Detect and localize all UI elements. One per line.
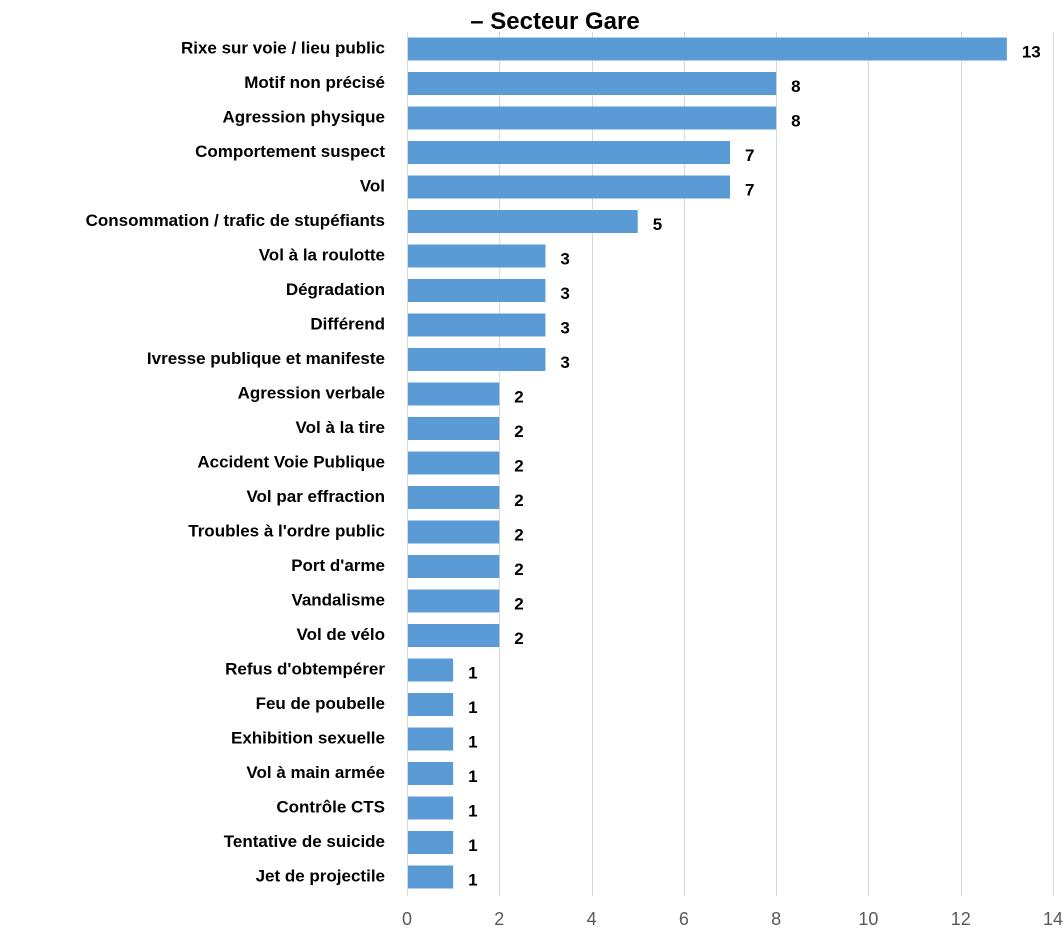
data-label: 2	[514, 525, 523, 544]
bar	[408, 313, 546, 337]
category-label: Vol à la roulotte	[259, 245, 385, 264]
data-label: 8	[791, 111, 800, 130]
bar	[408, 831, 454, 854]
data-label: 2	[514, 491, 523, 510]
data-labels: 13 8 8 7 7 5 3 3 3 3 2 2 2 2 2 2 2 2 1 1 1 1 1 1 1	[468, 42, 1041, 889]
bar	[408, 279, 546, 302]
bar	[408, 796, 454, 820]
category-label: Agression verbale	[238, 383, 385, 402]
data-label: 8	[791, 77, 800, 96]
data-label: 1	[468, 870, 477, 889]
data-label: 7	[745, 180, 754, 199]
bar	[408, 37, 1007, 61]
x-tick-label: 8	[771, 909, 781, 929]
category-label: Tentative de suicide	[224, 832, 385, 851]
bar	[408, 520, 500, 544]
category-label: Exhibition sexuelle	[231, 728, 385, 747]
category-label: Vol par effraction	[246, 487, 385, 506]
bar	[408, 348, 546, 371]
category-label: Comportement suspect	[195, 142, 385, 161]
bar	[408, 762, 454, 785]
data-label: 2	[514, 594, 523, 613]
x-tick-label: 4	[587, 909, 597, 929]
data-label: 3	[560, 353, 569, 372]
bar	[408, 175, 730, 199]
data-label: 2	[514, 456, 523, 475]
data-label: 2	[514, 629, 523, 648]
data-label: 3	[560, 249, 569, 268]
bar	[408, 865, 454, 889]
bar	[408, 417, 500, 440]
data-label: 2	[514, 422, 523, 441]
bar	[408, 555, 500, 578]
category-label: Rixe sur voie / lieu public	[181, 38, 385, 57]
category-label: Vol à la tire	[296, 418, 385, 437]
category-labels: Rixe sur voie / lieu public Motif non pré…	[86, 38, 386, 885]
bar	[408, 486, 500, 509]
x-tick-label: 6	[679, 909, 689, 929]
bars	[408, 37, 1007, 889]
bar	[408, 693, 454, 716]
x-tick-label: 2	[494, 909, 504, 929]
data-label: 5	[653, 215, 662, 234]
bar	[408, 451, 500, 475]
category-label: Ivresse publique et manifeste	[147, 349, 385, 368]
data-label: 13	[1022, 42, 1041, 61]
category-label: Feu de poubelle	[256, 694, 385, 713]
x-tick-label: 14	[1043, 909, 1063, 929]
category-label: Troubles à l'ordre public	[188, 521, 385, 540]
x-tick-label: 12	[951, 909, 971, 929]
bar	[408, 210, 638, 233]
category-label: Refus d'obtempérer	[225, 659, 385, 678]
bar	[408, 727, 454, 751]
category-label: Vol à main armée	[246, 763, 385, 782]
data-label: 1	[468, 801, 477, 820]
category-label: Dégradation	[286, 280, 385, 299]
category-label: Motif non précisé	[244, 73, 385, 92]
category-label: Différend	[310, 314, 385, 333]
category-label: Port d'arme	[291, 556, 385, 575]
bar	[408, 141, 730, 164]
category-label: Contrôle CTS	[276, 797, 385, 816]
chart-title: – Secteur Gare	[470, 8, 640, 35]
category-label: Vandalisme	[291, 590, 385, 609]
category-label: Agression physique	[223, 107, 385, 126]
data-label: 3	[560, 318, 569, 337]
data-label: 7	[745, 146, 754, 165]
data-label: 1	[468, 836, 477, 855]
category-label: Vol	[360, 176, 385, 195]
bar	[408, 589, 500, 613]
data-label: 1	[468, 732, 477, 751]
bar	[408, 72, 777, 95]
category-label: Vol de vélo	[297, 625, 386, 644]
bar	[408, 658, 454, 682]
category-label: Accident Voie Publique	[197, 452, 385, 471]
data-label: 2	[514, 560, 523, 579]
x-axis-ticks: 0 2 4 6 8 10 12 14	[402, 909, 1063, 929]
bar	[408, 382, 500, 406]
data-label: 1	[468, 698, 477, 717]
data-label: 2	[514, 387, 523, 406]
category-label: Consommation / trafic de stupéfiants	[86, 211, 385, 230]
category-label: Jet de projectile	[256, 866, 385, 885]
bar	[408, 106, 777, 130]
x-tick-label: 0	[402, 909, 412, 929]
data-label: 3	[560, 284, 569, 303]
bar	[408, 244, 546, 268]
data-label: 1	[468, 663, 477, 682]
bar	[408, 624, 500, 647]
data-label: 1	[468, 767, 477, 786]
x-tick-label: 10	[858, 909, 878, 929]
